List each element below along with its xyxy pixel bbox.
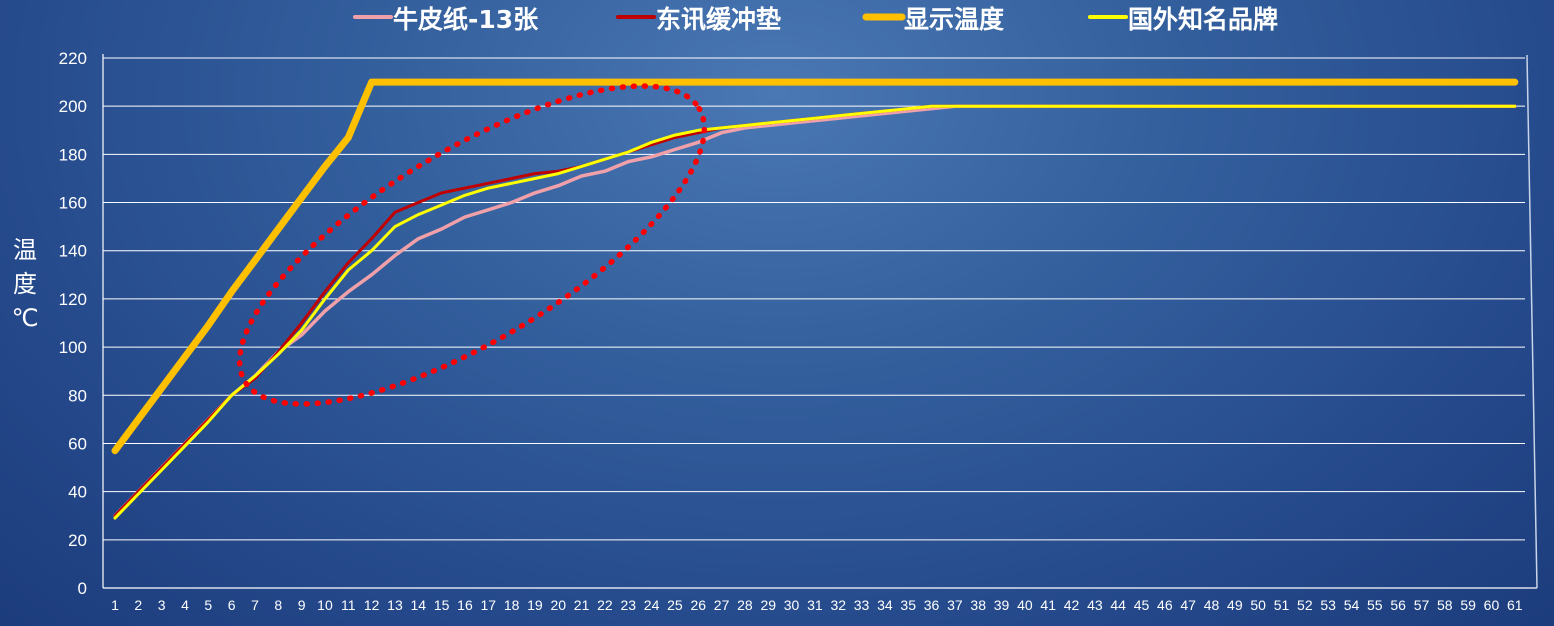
x-tick-label: 28 [737,597,753,613]
legend-label: 显示温度 [904,5,1004,34]
y-tick-label: 120 [59,290,87,309]
x-tick-label: 33 [854,597,870,613]
x-tick-label: 37 [947,597,963,613]
y-tick-label: 0 [78,579,87,598]
x-tick-label: 21 [574,597,590,613]
y-axis-ticks: 0 20 40 60 80 100 120 140 160 180 200 220 [59,49,87,598]
x-tick-label: 20 [550,597,566,613]
x-tick-label: 22 [597,597,613,613]
x-tick-label: 12 [364,597,380,613]
x-tick-label: 23 [620,597,636,613]
x-tick-label: 7 [251,597,259,613]
x-tick-label: 30 [784,597,800,613]
x-tick-label: 35 [900,597,916,613]
y-tick-label: 200 [59,97,87,116]
x-tick-label: 45 [1134,597,1150,613]
x-tick-label: 13 [387,597,403,613]
x-tick-label: 46 [1157,597,1173,613]
right-edge-line [1526,54,1538,589]
x-tick-label: 18 [504,597,520,613]
x-tick-label: 40 [1017,597,1033,613]
y-tick-label: 40 [68,483,87,502]
x-tick-label: 5 [204,597,212,613]
x-tick-label: 44 [1110,597,1126,613]
y-tick-label: 220 [59,49,87,68]
x-tick-label: 31 [807,597,823,613]
x-tick-label: 25 [667,597,683,613]
x-tick-label: 36 [924,597,940,613]
series-lines [111,78,1519,520]
x-tick-label: 2 [134,597,142,613]
gridlines [102,54,1538,589]
x-tick-label: 50 [1250,597,1266,613]
x-tick-label: 56 [1390,597,1406,613]
x-tick-label: 60 [1484,597,1500,613]
x-tick-label: 61 [1507,597,1523,613]
y-tick-label: 180 [59,145,87,164]
y-tick-label: 60 [68,434,87,453]
series-line-国外知名品牌 [113,104,1517,520]
x-tick-label: 1 [111,597,119,613]
x-tick-label: 59 [1460,597,1476,613]
x-tick-label: 16 [457,597,473,613]
legend-label: 国外知名品牌 [1128,5,1278,34]
x-axis-ticks: 1 2 3 4 5 6 7 8 9 10 11 12 13 14 15 16 17 18 19 20 21 22 23 24 2… [111,597,1523,613]
x-tick-label: 11 [341,597,356,613]
x-tick-label: 10 [317,597,333,613]
x-tick-label: 53 [1320,597,1336,613]
series-line-显示温度 [111,78,1519,455]
x-tick-label: 17 [480,597,496,613]
y-tick-label: 160 [59,194,87,213]
x-tick-label: 42 [1064,597,1080,613]
x-tick-label: 47 [1180,597,1196,613]
legend: 牛皮纸-13张 东讯缓冲垫 显示温度 国外知名品牌 [353,5,1278,34]
x-tick-label: 43 [1087,597,1103,613]
y-tick-label: 140 [59,242,87,261]
x-tick-label: 48 [1204,597,1220,613]
x-tick-label: 49 [1227,597,1243,613]
x-tick-label: 27 [714,597,730,613]
x-tick-label: 14 [411,597,427,613]
y-tick-label: 100 [59,338,87,357]
y-axis-label: 温度℃ [12,236,39,332]
x-tick-label: 39 [994,597,1010,613]
y-tick-label: 80 [68,386,87,405]
dotted-ellipse-annotation [236,83,708,407]
x-tick-label: 19 [527,597,543,613]
x-tick-label: 8 [274,597,282,613]
x-tick-label: 3 [158,597,166,613]
x-tick-label: 29 [760,597,776,613]
x-tick-label: 55 [1367,597,1383,613]
x-tick-label: 58 [1437,597,1453,613]
legend-label: 东讯缓冲垫 [656,5,781,34]
x-tick-label: 57 [1414,597,1430,613]
x-tick-label: 38 [970,597,986,613]
x-tick-label: 4 [181,597,189,613]
x-tick-label: 34 [877,597,893,613]
x-tick-label: 41 [1040,597,1056,613]
x-tick-label: 15 [434,597,450,613]
x-tick-label: 6 [228,597,236,613]
x-tick-label: 54 [1344,597,1360,613]
x-tick-label: 52 [1297,597,1313,613]
legend-label: 牛皮纸-13张 [393,5,539,34]
x-tick-label: 26 [690,597,706,613]
x-tick-label: 32 [830,597,846,613]
y-tick-label: 20 [68,531,87,550]
x-tick-label: 24 [644,597,660,613]
annotation-layer [236,83,708,407]
x-tick-label: 51 [1274,597,1290,613]
x-tick-label: 9 [298,597,306,613]
